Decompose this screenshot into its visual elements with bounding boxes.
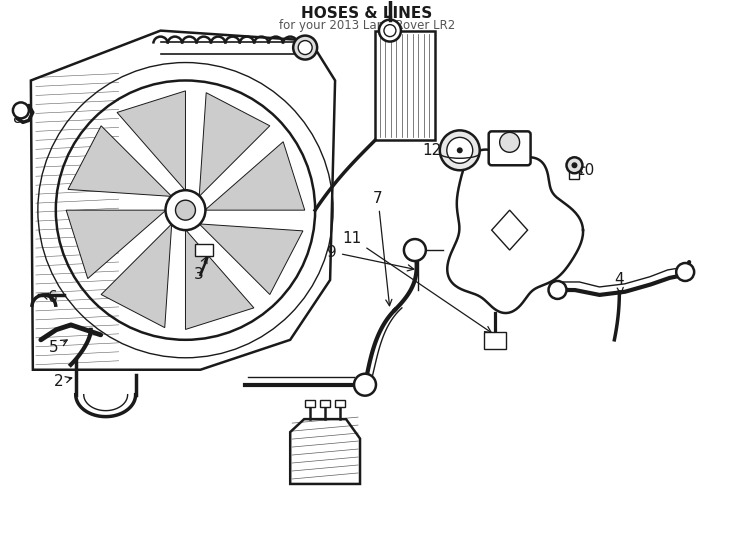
Polygon shape <box>186 230 254 329</box>
Text: 2: 2 <box>54 374 72 389</box>
Circle shape <box>175 200 195 220</box>
Polygon shape <box>205 141 305 210</box>
Text: 9: 9 <box>327 245 414 271</box>
FancyBboxPatch shape <box>320 400 330 407</box>
Circle shape <box>293 36 317 59</box>
Circle shape <box>500 132 520 152</box>
Circle shape <box>298 40 312 55</box>
FancyBboxPatch shape <box>335 400 345 407</box>
Polygon shape <box>66 210 166 279</box>
Circle shape <box>567 157 583 173</box>
Text: 8: 8 <box>13 111 23 126</box>
Circle shape <box>676 263 694 281</box>
Polygon shape <box>199 224 303 294</box>
Text: 7: 7 <box>373 191 392 306</box>
Polygon shape <box>31 31 335 370</box>
Circle shape <box>354 374 376 396</box>
Circle shape <box>447 137 473 163</box>
Text: 1: 1 <box>0 539 1 540</box>
Circle shape <box>572 163 578 168</box>
Circle shape <box>457 147 462 153</box>
Polygon shape <box>199 93 270 197</box>
FancyBboxPatch shape <box>305 400 315 407</box>
Text: 3: 3 <box>194 257 207 282</box>
FancyBboxPatch shape <box>489 131 531 165</box>
Text: 4: 4 <box>614 273 624 294</box>
Text: HOSES & LINES: HOSES & LINES <box>302 6 432 21</box>
Polygon shape <box>290 419 360 484</box>
Circle shape <box>166 190 206 230</box>
Polygon shape <box>447 150 583 313</box>
FancyBboxPatch shape <box>484 332 506 349</box>
Circle shape <box>440 130 480 170</box>
Text: 5: 5 <box>49 340 68 355</box>
FancyBboxPatch shape <box>570 165 579 179</box>
Circle shape <box>548 281 567 299</box>
Text: for your 2013 Land Rover LR2: for your 2013 Land Rover LR2 <box>279 19 455 32</box>
Circle shape <box>404 239 426 261</box>
FancyBboxPatch shape <box>195 244 214 256</box>
Polygon shape <box>68 126 172 197</box>
Circle shape <box>379 19 401 42</box>
Circle shape <box>13 103 29 118</box>
Text: 11: 11 <box>343 231 491 333</box>
FancyBboxPatch shape <box>375 31 435 140</box>
Text: 6: 6 <box>42 291 58 306</box>
Text: 12: 12 <box>422 143 460 158</box>
Text: 10: 10 <box>575 163 594 178</box>
Polygon shape <box>117 91 186 191</box>
Polygon shape <box>101 224 172 328</box>
